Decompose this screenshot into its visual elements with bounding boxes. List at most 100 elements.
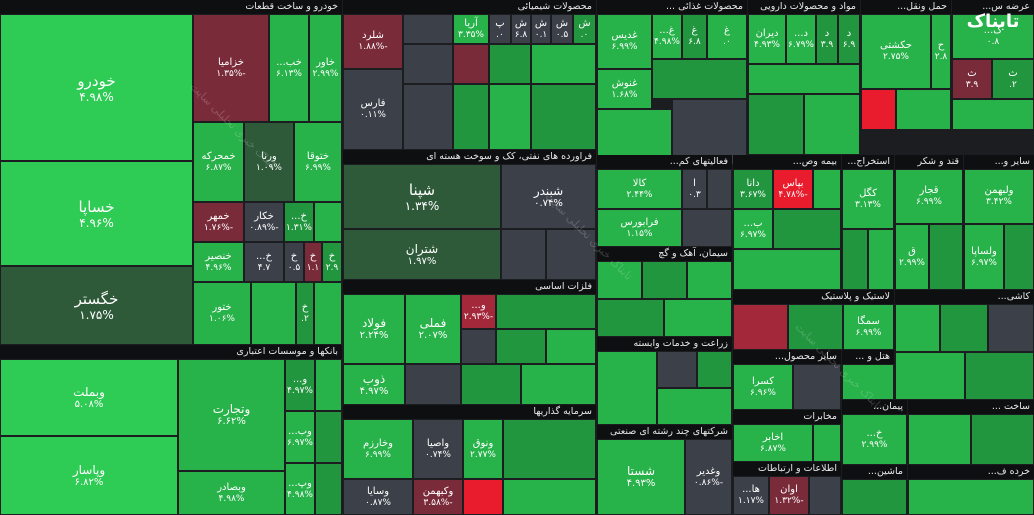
tile-khb[interactable]: خب... ۶.۱۳%: [269, 14, 309, 122]
tile-khnasir[interactable]: خنصیر ۴.۹۶%: [193, 242, 244, 282]
tile-metal-d[interactable]: [546, 329, 596, 364]
tile-ref-a[interactable]: [501, 229, 546, 280]
tile-shbandar[interactable]: شبندر ۰.۷۴%: [501, 164, 596, 229]
tile-cem-b[interactable]: [642, 261, 687, 299]
tile-tile-b[interactable]: [940, 304, 988, 352]
tile-cem-c[interactable]: [687, 261, 732, 299]
tile-vtejarat[interactable]: وتجارت ۶.۶۲%: [178, 359, 285, 471]
tile-bank-a[interactable]: و... ۴.۹۷%: [285, 359, 315, 411]
tile-it-b[interactable]: [809, 476, 841, 515]
tile-vlbahman[interactable]: ولبهمن ۳.۴۲%: [964, 169, 1034, 224]
tile-bepas[interactable]: بپاس -۴.۷۸%: [773, 169, 813, 209]
tile-ph-a[interactable]: د... ۶.۷۹%: [786, 14, 816, 64]
tile-build-b[interactable]: [971, 414, 1034, 465]
tile-it-a[interactable]: ها... ۱.۱۷%: [733, 476, 769, 515]
tile-farabourse[interactable]: فرابورس ۱.۱۵%: [597, 209, 682, 247]
tile-kh4[interactable]: خ ۱.۱: [304, 242, 322, 282]
tile-tr-c[interactable]: [896, 89, 951, 130]
tile-tile-d[interactable]: [895, 352, 965, 400]
tile-chem-i[interactable]: [531, 44, 596, 84]
tile-metal-a[interactable]: [496, 294, 596, 329]
tile-diran[interactable]: دیران ۴.۹۳%: [748, 14, 786, 64]
tile-tile-a[interactable]: [895, 304, 940, 352]
tile-tel-a[interactable]: [813, 424, 841, 462]
tile-misc-d[interactable]: [952, 99, 1034, 130]
tile-varna[interactable]: ورنا ۱.۰۹%: [244, 122, 294, 202]
tile-comp-a[interactable]: ا ۰.۳: [682, 169, 707, 209]
tile-chem-f[interactable]: [403, 44, 453, 84]
tile-ext-b[interactable]: [868, 229, 894, 290]
tile-metal-b[interactable]: [461, 329, 496, 364]
tile-food-c[interactable]: غ ۰.: [707, 14, 747, 59]
tile-comp-b[interactable]: [707, 169, 732, 209]
tile-mach-a[interactable]: [842, 479, 907, 515]
tile-vasia[interactable]: واصیا ۰.۷۴%: [413, 419, 463, 479]
tile-metal-g[interactable]: [521, 364, 596, 405]
tile-cem-e[interactable]: [664, 299, 732, 337]
tile-misc-c[interactable]: ث ۲.: [992, 59, 1034, 99]
tile-hkeshti[interactable]: حکشتی ۲.۷۵%: [861, 14, 931, 89]
tile-vbmellat[interactable]: وبملت ۵.۰۸%: [0, 359, 178, 436]
tile-misc-a[interactable]: ک... ۰.۸: [952, 14, 1034, 59]
tile-inv-b[interactable]: [463, 479, 503, 515]
tile-kh-small[interactable]: [314, 202, 342, 242]
tile-chem-g[interactable]: [453, 44, 489, 84]
tile-tile-c[interactable]: [988, 304, 1034, 352]
tile-khodro[interactable]: خودرو ۴.۹۸%: [0, 14, 193, 161]
tile-bank-b[interactable]: [315, 359, 342, 411]
tile-oth-a[interactable]: [1004, 224, 1034, 290]
tile-chem-a[interactable]: [403, 14, 453, 44]
tile-ghnoosh[interactable]: غنوش ۱.۶۸%: [597, 69, 652, 109]
tile-vonuq[interactable]: ونوق ۲.۷۷%: [463, 419, 503, 479]
tile-cem-a[interactable]: [597, 261, 642, 299]
tile-inv-c[interactable]: [503, 479, 596, 515]
tile-khavar[interactable]: خاور ۲.۹۹%: [309, 14, 342, 122]
tile-chem-c[interactable]: ش ۰.۱: [531, 14, 551, 44]
tile-samga[interactable]: سمگا ۶.۹۹%: [843, 304, 894, 350]
tile-chem-m[interactable]: [531, 84, 596, 150]
tile-ph-f[interactable]: [804, 94, 860, 155]
tile-kesra[interactable]: کسرا ۶.۹۶%: [733, 364, 793, 410]
tile-vlsapa[interactable]: ولساپا ۶.۹۷%: [964, 224, 1004, 290]
tile-chem-b[interactable]: ش ۶.۸: [511, 14, 531, 44]
tile-ovan[interactable]: اوان -۱.۳۲%: [769, 476, 809, 515]
tile-vkharazm[interactable]: وخارزم ۶.۹۹%: [343, 419, 413, 479]
tile-build-a[interactable]: [908, 414, 971, 465]
tile-bank-e[interactable]: وپ... ۴.۹۸%: [285, 463, 315, 515]
tile-misc-b[interactable]: ث ۳.۹: [952, 59, 992, 99]
tile-kh2[interactable]: خ... ۴.۷: [244, 242, 284, 282]
tile-kegol[interactable]: کگل ۳.۱۳%: [842, 169, 894, 229]
tile-agri-c[interactable]: [697, 351, 732, 388]
tile-vpasar[interactable]: وپاسار ۶.۸۲%: [0, 436, 178, 515]
tile-metal-c[interactable]: [496, 329, 546, 364]
tile-ghajar[interactable]: قجار ۶.۹۹%: [895, 169, 963, 224]
tile-kh5[interactable]: خ ۲.۹: [322, 242, 342, 282]
tile-min-a[interactable]: [793, 364, 841, 410]
tile-tile-e[interactable]: [965, 352, 1034, 400]
tile-hotel-a[interactable]: [842, 364, 894, 400]
tile-retail-a[interactable]: [908, 479, 1034, 515]
tile-ph-c[interactable]: د ۶.۹: [838, 14, 860, 64]
tile-khmoharekeh[interactable]: خمحرکه ۶.۸۷%: [193, 122, 244, 202]
tile-vkbahman[interactable]: وکبهمن -۳.۵۸%: [413, 479, 463, 515]
tile-kh1[interactable]: خ... ۱.۳۱%: [284, 202, 314, 242]
tile-agri-b[interactable]: [657, 351, 697, 388]
tile-kh7[interactable]: خ ۲.: [296, 282, 314, 345]
tile-rub-a[interactable]: [733, 304, 788, 350]
tile-metal-f[interactable]: [461, 364, 521, 405]
tile-ins-d[interactable]: [733, 249, 841, 290]
tile-comp-c[interactable]: [682, 209, 732, 247]
tile-ph-b[interactable]: د ۳.۹: [816, 14, 838, 64]
tile-shetran[interactable]: شتران ۱.۹۷%: [343, 229, 501, 280]
tile-fameli[interactable]: فملی ۲.۰۷%: [405, 294, 461, 364]
tile-metal-v[interactable]: و... -۲.۹۳%: [461, 294, 496, 329]
tile-ref-b[interactable]: [546, 229, 596, 280]
tile-sug-b[interactable]: [929, 224, 963, 290]
tile-agri-d[interactable]: [657, 388, 732, 425]
tile-vbsader[interactable]: وبصادر ۴.۹۸%: [178, 471, 285, 515]
tile-bank-d[interactable]: [315, 411, 342, 463]
tile-chem-l[interactable]: [489, 84, 531, 150]
tile-shasta[interactable]: شستا ۴.۹۳%: [597, 439, 685, 515]
tile-kh6[interactable]: [251, 282, 296, 345]
tile-chem-e[interactable]: ش ۰.: [573, 14, 596, 44]
